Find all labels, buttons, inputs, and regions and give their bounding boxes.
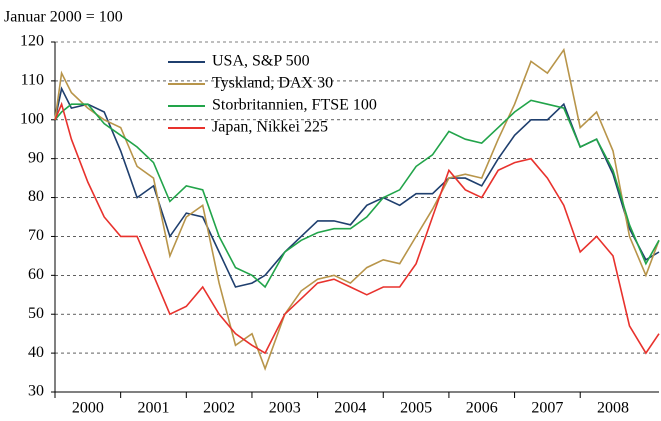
y-tick-label: 90 <box>28 149 44 166</box>
x-tick-label: 2001 <box>137 400 169 417</box>
x-tick-label: 2008 <box>597 400 629 417</box>
y-tick-label: 80 <box>28 188 44 205</box>
y-tick-label: 40 <box>28 344 44 361</box>
legend-label: Tyskland, DAX 30 <box>212 75 333 92</box>
x-tick-label: 2003 <box>269 400 301 417</box>
x-tick-label: 2005 <box>400 400 432 417</box>
series-line <box>54 86 660 288</box>
x-tick-label: 2004 <box>334 400 366 417</box>
y-tick-label: 120 <box>20 33 44 50</box>
series-line <box>54 99 660 289</box>
y-tick-label: 110 <box>21 72 44 89</box>
y-tick-label: 70 <box>28 227 44 244</box>
y-tick-label: 60 <box>28 266 44 283</box>
x-tick-label: 2000 <box>72 400 104 417</box>
legend-label: Storbritannien, FTSE 100 <box>212 97 377 114</box>
series-line <box>54 101 660 355</box>
x-tick-label: 2007 <box>531 400 563 417</box>
y-tick-label: 100 <box>20 110 44 127</box>
y-tick-label: 30 <box>28 383 44 400</box>
series-line <box>54 47 660 372</box>
chart-title: Januar 2000 = 100 <box>4 9 123 26</box>
y-tick-label: 50 <box>28 305 44 322</box>
x-tick-label: 2002 <box>203 400 235 417</box>
x-tick-label: 2006 <box>466 400 498 417</box>
legend-label: Japan, Nikkei 225 <box>212 119 328 136</box>
legend-label: USA, S&P 500 <box>212 53 310 70</box>
